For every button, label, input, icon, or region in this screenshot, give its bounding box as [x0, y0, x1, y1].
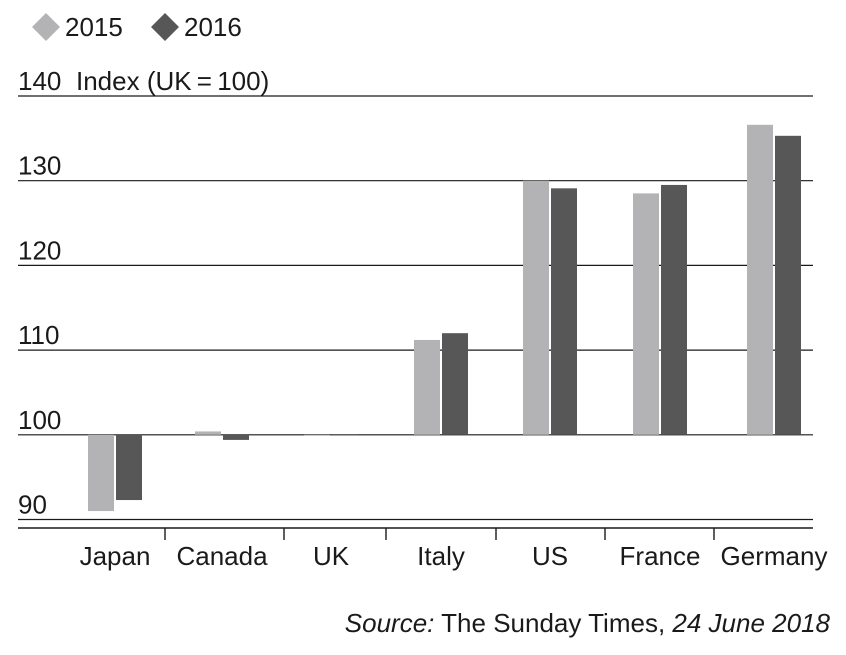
source-publication: The Sunday Times,	[441, 608, 666, 638]
y-tick-label: 120	[18, 235, 61, 265]
x-axis	[18, 527, 813, 540]
bar-2015-italy	[414, 339, 440, 435]
source-note: Source: The Sunday Times, 24 June 2018	[345, 608, 830, 639]
x-tick-label: UK	[313, 541, 350, 571]
y-axis-label: Index (UK = 100)	[76, 66, 269, 96]
bar-2015-uk	[304, 434, 330, 436]
bar-2015-germany	[747, 124, 773, 435]
y-axis-ticks: 140 130 120 110 100 90 Index (UK = 100)	[18, 66, 269, 520]
bar-2016-japan	[116, 434, 142, 501]
x-tick-label: Japan	[80, 541, 151, 571]
legend: 2015 2016	[32, 12, 242, 42]
y-tick-label: 90	[18, 490, 47, 520]
bar-2015-japan	[88, 434, 114, 512]
x-tick-label: US	[532, 541, 568, 571]
bar-2016-italy	[442, 333, 468, 435]
bar-2016-us	[551, 188, 577, 435]
bar-2015-france	[633, 193, 659, 435]
bar-2016-france	[661, 184, 687, 435]
bar-2016-canada	[223, 434, 249, 440]
bar-2016-uk	[332, 434, 358, 436]
legend-diamond-icon	[32, 13, 60, 41]
y-tick-label: 100	[18, 405, 61, 435]
x-tick-label: Germany	[721, 541, 828, 571]
y-tick-label: 110	[18, 320, 59, 350]
x-tick-label: France	[620, 541, 701, 571]
y-tick-label: 130	[18, 151, 61, 181]
legend-label: 2015	[65, 12, 123, 42]
x-tick-label: Italy	[417, 541, 465, 571]
x-tick-label: Canada	[176, 541, 268, 571]
y-tick-label: 140	[18, 66, 61, 96]
legend-label: 2016	[184, 12, 242, 42]
legend-diamond-icon	[151, 13, 179, 41]
bar-2016-germany	[775, 135, 801, 435]
bar-2015-canada	[195, 431, 221, 435]
source-date: 24 June 2018	[672, 608, 830, 638]
category-labels: Japan Canada UK Italy US France Germany	[80, 541, 828, 571]
source-prefix: Source:	[344, 608, 435, 638]
bars	[88, 124, 801, 512]
bar-2015-us	[523, 180, 549, 435]
